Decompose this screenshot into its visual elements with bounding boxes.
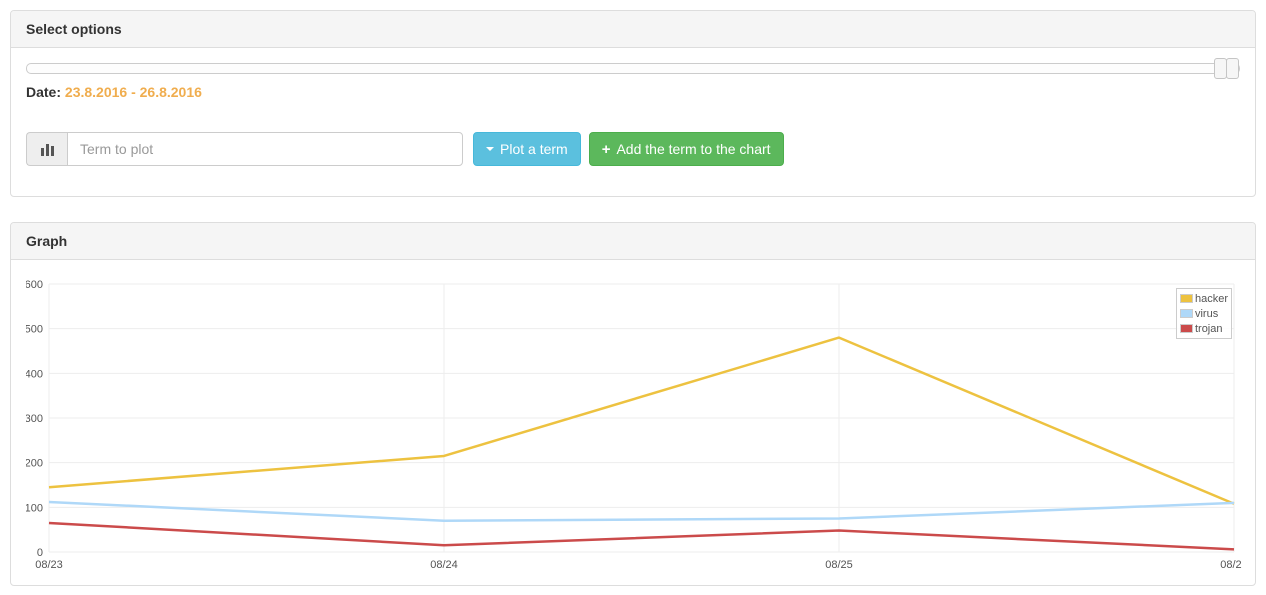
bar-chart-icon (26, 132, 67, 166)
date-line: Date: 23.8.2016 - 26.8.2016 (26, 82, 1240, 102)
date-range-value: 23.8.2016 - 26.8.2016 (64, 84, 202, 100)
select-options-body: Date: 23.8.2016 - 26.8.2016 (11, 48, 1255, 196)
x-axis-tick-label: 08/24 (430, 559, 458, 571)
y-axis-tick-label: 100 (26, 502, 43, 514)
series-line-virus (48, 500, 1235, 522)
plot-term-button[interactable]: Plot a term (473, 132, 581, 166)
add-term-button[interactable]: + Add the term to the chart (588, 132, 784, 166)
select-options-panel: Select options Date: 23.8.2016 - 26.8.20… (10, 10, 1256, 197)
term-input-group (26, 132, 463, 166)
y-axis-tick-label: 0 (37, 547, 43, 559)
legend-item-virus: virus (1179, 306, 1228, 321)
slider-handle-end[interactable] (1226, 58, 1239, 79)
x-axis-tick-label: 08/26 (1220, 559, 1242, 571)
date-range-slider[interactable] (26, 58, 1240, 79)
y-axis-tick-label: 500 (26, 324, 43, 336)
add-term-button-label: Add the term to the chart (616, 141, 771, 157)
y-axis-tick-label: 400 (26, 368, 43, 380)
graph-header: Graph (11, 223, 1255, 260)
term-input[interactable] (67, 132, 463, 166)
legend-color-swatch (1179, 309, 1193, 318)
caret-down-icon (486, 147, 494, 151)
plot-term-button-label: Plot a term (500, 141, 568, 157)
x-axis-tick-label: 08/25 (825, 559, 853, 571)
graph-title: Graph (26, 233, 68, 249)
select-options-title: Select options (26, 21, 122, 37)
graph-body: 010020030040050060008/2308/2408/2508/26 … (11, 260, 1255, 585)
y-axis-tick-label: 600 (26, 279, 43, 291)
line-chart: 0 100 200 300 400 500 600 08/23 08/24 08/25 08/26 (26, 279, 1242, 571)
y-axis-tick-label: 300 (26, 413, 43, 425)
legend-item-hacker: hacker (1179, 291, 1228, 306)
select-options-header: Select options (11, 11, 1255, 48)
legend-label: virus (1194, 307, 1219, 320)
date-label: Date: (26, 84, 62, 100)
chart-legend: hacker virus trojan (1175, 288, 1232, 339)
series-line-hacker (48, 336, 1235, 505)
legend-color-swatch (1179, 324, 1193, 333)
legend-color-swatch (1179, 294, 1193, 303)
x-axis-tick-label: 08/23 (35, 559, 63, 571)
legend-label: hacker (1194, 292, 1228, 305)
legend-label: trojan (1194, 322, 1223, 335)
legend-item-trojan: trojan (1179, 321, 1228, 336)
term-controls-row: Plot a term + Add the term to the chart (26, 132, 1240, 166)
plus-icon: + (601, 140, 611, 158)
graph-panel: Graph 0 100 200 300 400 500 600 08/23 08/24 08/25… (10, 222, 1256, 586)
series-line-trojan (48, 521, 1235, 551)
y-axis-tick-label: 200 (26, 458, 43, 470)
